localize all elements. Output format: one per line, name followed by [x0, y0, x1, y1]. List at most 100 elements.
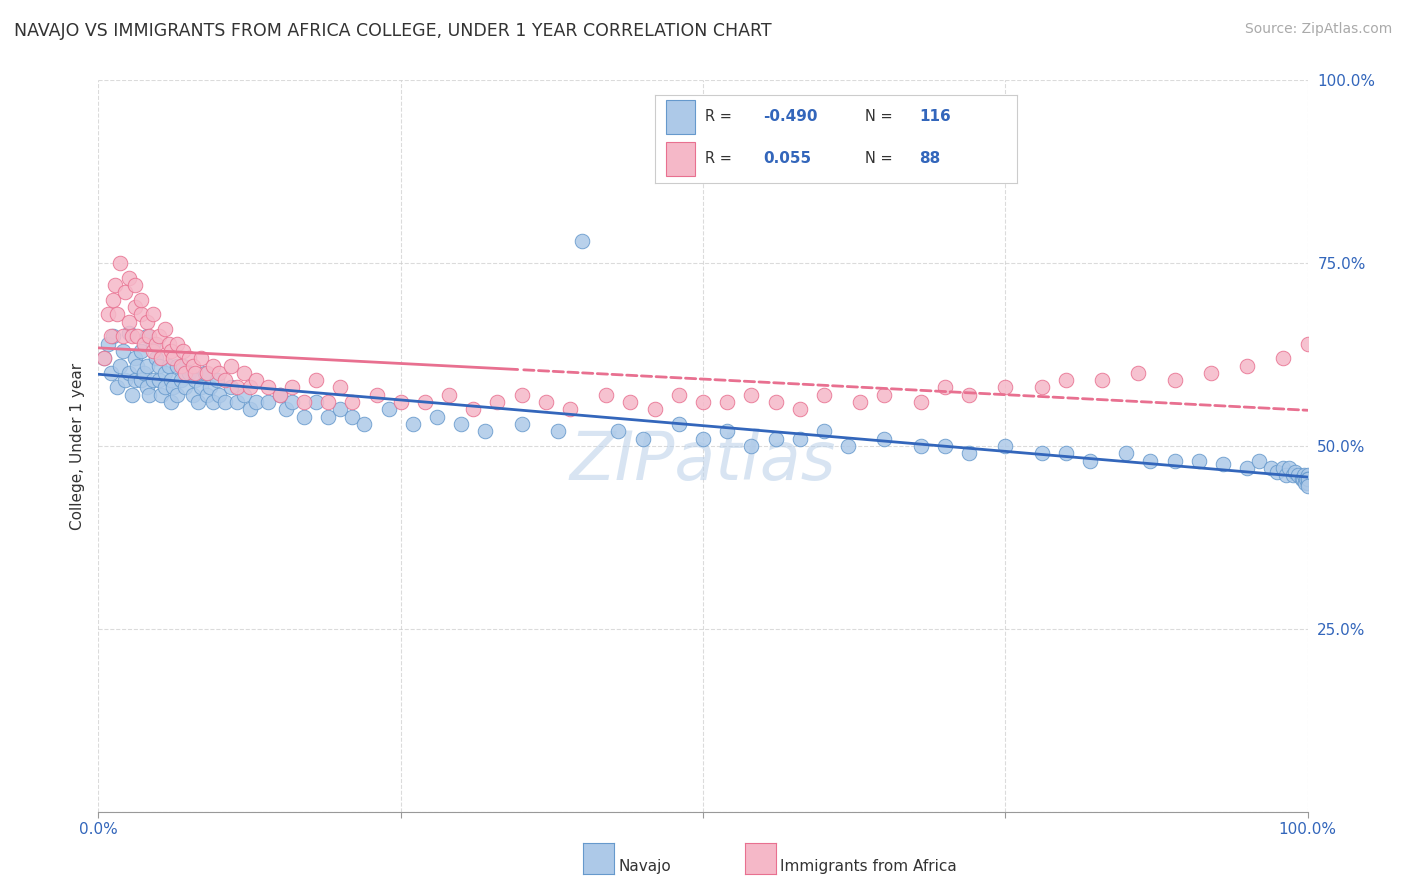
Point	[153, 380, 176, 394]
Point	[134, 336, 156, 351]
Point	[269, 388, 291, 402]
Point	[118, 270, 141, 285]
Point	[187, 395, 209, 409]
Point	[135, 380, 157, 394]
Point	[1091, 373, 1114, 387]
Point	[124, 373, 146, 387]
Point	[179, 351, 201, 366]
Text: ZIPatlas: ZIPatlas	[569, 427, 837, 493]
Point	[194, 366, 217, 380]
Point	[1284, 465, 1306, 479]
Point	[100, 329, 122, 343]
Point	[157, 359, 180, 373]
Point	[1275, 468, 1298, 483]
Text: Immigrants from Africa: Immigrants from Africa	[780, 859, 957, 873]
Point	[134, 366, 156, 380]
Point	[256, 395, 278, 409]
Point	[1236, 359, 1258, 373]
Point	[813, 425, 835, 439]
Point	[160, 343, 183, 358]
Point	[281, 380, 304, 394]
Point	[129, 343, 152, 358]
Point	[558, 402, 581, 417]
Point	[957, 388, 980, 402]
Point	[239, 380, 262, 394]
Point	[1286, 468, 1309, 483]
Point	[150, 351, 173, 366]
Point	[162, 351, 184, 366]
Point	[377, 402, 399, 417]
Point	[105, 307, 128, 321]
Point	[184, 373, 207, 387]
Point	[534, 395, 557, 409]
Point	[245, 373, 267, 387]
Point	[994, 439, 1017, 453]
Point	[160, 373, 183, 387]
Point	[129, 307, 152, 321]
Point	[1163, 373, 1185, 387]
Point	[595, 388, 617, 402]
Point	[221, 380, 243, 394]
Point	[162, 380, 184, 394]
Point	[1128, 366, 1150, 380]
Point	[329, 402, 352, 417]
Point	[129, 293, 152, 307]
Point	[172, 343, 194, 358]
Point	[450, 417, 472, 431]
Point	[957, 446, 980, 460]
Point	[413, 395, 436, 409]
Point	[1296, 472, 1319, 486]
Point	[184, 366, 207, 380]
Point	[934, 380, 956, 394]
Point	[353, 417, 375, 431]
Point	[104, 278, 127, 293]
Point	[1292, 468, 1315, 483]
Point	[208, 388, 231, 402]
Point	[1272, 461, 1295, 475]
Point	[716, 395, 738, 409]
Point	[135, 315, 157, 329]
Point	[644, 402, 666, 417]
Point	[93, 351, 115, 366]
Point	[873, 388, 896, 402]
Point	[1163, 453, 1185, 467]
Point	[256, 380, 278, 394]
Point	[873, 432, 896, 446]
Point	[121, 329, 143, 343]
Point	[1296, 336, 1319, 351]
Y-axis label: College, Under 1 year: College, Under 1 year	[69, 362, 84, 530]
Point	[510, 417, 533, 431]
Point	[153, 366, 176, 380]
Point	[316, 395, 339, 409]
Point	[402, 417, 425, 431]
Point	[510, 388, 533, 402]
Point	[148, 329, 170, 343]
Point	[1260, 461, 1282, 475]
Point	[1296, 479, 1319, 493]
Point	[181, 359, 204, 373]
Point	[166, 388, 188, 402]
Point	[910, 439, 932, 453]
Point	[292, 409, 315, 424]
Point	[111, 329, 134, 343]
Point	[668, 388, 690, 402]
Point	[1139, 453, 1161, 467]
Point	[142, 336, 165, 351]
Text: Source: ZipAtlas.com: Source: ZipAtlas.com	[1244, 22, 1392, 37]
Point	[174, 366, 197, 380]
Point	[765, 432, 787, 446]
Point	[145, 351, 167, 366]
Point	[169, 373, 191, 387]
Point	[208, 366, 231, 380]
Point	[135, 359, 157, 373]
Point	[148, 359, 170, 373]
Point	[631, 432, 654, 446]
Point	[1031, 446, 1053, 460]
Point	[571, 234, 593, 248]
Point	[108, 359, 131, 373]
Point	[179, 366, 201, 380]
Point	[274, 402, 297, 417]
Point	[547, 425, 569, 439]
Point	[1296, 472, 1319, 486]
Point	[202, 359, 225, 373]
